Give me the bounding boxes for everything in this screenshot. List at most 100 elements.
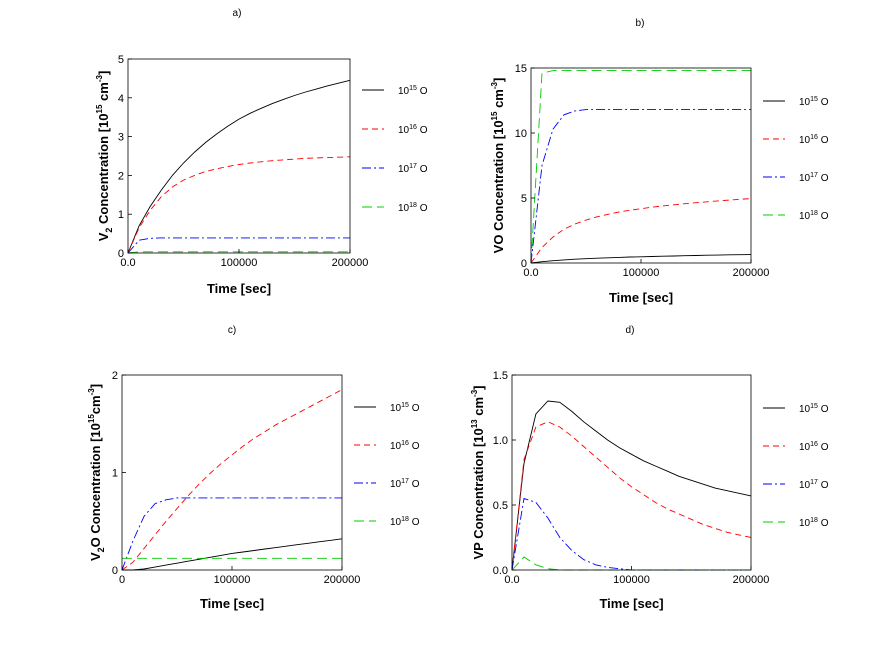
series-line-10-15-O <box>530 254 752 264</box>
legend-base: 10 <box>799 442 811 453</box>
series-line-10-15-O <box>511 400 752 571</box>
y-title-part: O Concentration [10 <box>88 423 103 547</box>
y-title-sub: 2 <box>96 547 106 552</box>
y-tick-label: 0 <box>521 258 527 270</box>
legend-entry-label: 1015 O <box>799 96 829 108</box>
legend-entry-label: 1018 O <box>398 202 428 214</box>
legend-base: 10 <box>398 203 410 214</box>
legend-exp: 17 <box>409 163 417 170</box>
legend-suffix: O <box>818 480 829 491</box>
y-axis-title: V2O Concentration [1015cm-3] <box>87 384 106 561</box>
plot-frame <box>530 67 752 264</box>
series-line-10-15-O <box>122 538 343 571</box>
y-title-part: Concentration [10 <box>491 120 506 234</box>
x-tick-label: 100000 <box>623 267 660 279</box>
y-title-part: cm <box>96 82 111 104</box>
legend-exp: 16 <box>810 441 818 448</box>
y-tick-label: 15 <box>515 63 527 75</box>
y-tick-label: 0.0 <box>493 565 508 577</box>
legend-exp: 18 <box>810 210 818 217</box>
x-tick-label: 200000 <box>324 574 361 586</box>
legend-base: 10 <box>398 86 410 97</box>
legend-exp: 15 <box>409 85 417 92</box>
x-axis-title: Time [sec] <box>599 596 663 611</box>
panel-label: c) <box>228 325 236 336</box>
y-title-sup: 15 <box>95 104 104 113</box>
y-title-sup: 15 <box>490 111 499 120</box>
y-title-part: cm <box>491 89 506 111</box>
legend-base: 10 <box>390 517 402 528</box>
y-title-part: ] <box>471 385 486 389</box>
legend-entry-label: 1016 O <box>799 134 829 146</box>
chart-panel-d: d) 0.0 100000 200000 0.0 0.5 1.0 1.5 Time [sec] V… <box>470 325 829 611</box>
y-title-sup: 13 <box>470 419 479 428</box>
legend-base: 10 <box>799 404 811 415</box>
series-line-10-16-O <box>121 389 343 571</box>
panel-label: b) <box>636 18 645 29</box>
y-title-part: cm <box>88 395 103 414</box>
legend-exp: 18 <box>409 202 417 209</box>
legend-suffix: O <box>409 441 420 452</box>
legend-entry-label: 1016 O <box>390 440 420 452</box>
legend-exp: 18 <box>401 516 409 523</box>
y-axis-title: V2 Concentration [1015 cm-3] <box>95 71 114 242</box>
legend-entry-label: 1015 O <box>799 403 829 415</box>
x-tick-label: 0.0 <box>504 574 519 586</box>
legend-entry-label: 1017 O <box>799 479 829 491</box>
legend-suffix: O <box>417 86 428 97</box>
y-title-part: ] <box>491 78 506 82</box>
legend-suffix: O <box>409 479 420 490</box>
legend-base: 10 <box>799 173 811 184</box>
plot-frame <box>511 374 752 571</box>
legend-entry-label: 1015 O <box>398 85 428 97</box>
series-line-10-17-O <box>127 237 350 254</box>
y-title-part: V <box>96 232 111 241</box>
x-tick-label: 0 <box>119 574 125 586</box>
panel-label: d) <box>626 325 635 336</box>
x-axis-title: Time [sec] <box>609 290 673 305</box>
y-title-part: VP <box>471 542 486 560</box>
legend-entry-label: 1018 O <box>799 210 829 222</box>
y-title-part: V <box>88 552 103 561</box>
legend-exp: 16 <box>401 440 409 447</box>
legend-suffix: O <box>417 164 428 175</box>
legend-exp: 16 <box>409 124 417 131</box>
plot-frame <box>127 58 351 254</box>
series-line-10-16-O <box>530 198 752 264</box>
y-title-sub: 2 <box>104 228 114 233</box>
legend-base: 10 <box>799 518 811 529</box>
y-tick-label: 1 <box>118 209 124 221</box>
y-title-part: ] <box>96 71 111 75</box>
legend-base: 10 <box>799 135 811 146</box>
y-tick-label: 10 <box>515 128 527 140</box>
y-tick-label: 4 <box>118 93 124 105</box>
series-line-10-17-O <box>121 497 342 571</box>
plot-frame <box>121 374 343 571</box>
series-line-10-17-O <box>511 497 751 571</box>
series-line-10-16-O <box>127 156 351 254</box>
y-tick-label: 1.5 <box>493 370 508 382</box>
y-axis-title: VO Concentration [1015 cm-3] <box>490 78 506 254</box>
legend-base: 10 <box>398 125 410 136</box>
legend-suffix: O <box>818 135 829 146</box>
x-tick-label: 100000 <box>214 574 251 586</box>
y-title-sup: 15 <box>87 414 96 423</box>
legend-base: 10 <box>799 211 811 222</box>
x-axis-title: Time [sec] <box>200 596 264 611</box>
series-line-10-16-O <box>511 421 752 571</box>
x-tick-label: 100000 <box>221 257 258 269</box>
y-title-part: VO <box>491 235 506 254</box>
y-tick-label: 5 <box>118 54 124 66</box>
series-line-10-15-O <box>127 79 351 254</box>
y-title-part: cm <box>471 397 486 419</box>
series-line-10-18-O <box>530 70 751 264</box>
legend-entry-label: 1017 O <box>398 163 428 175</box>
panel-label: a) <box>233 8 242 19</box>
legend-base: 10 <box>390 403 402 414</box>
